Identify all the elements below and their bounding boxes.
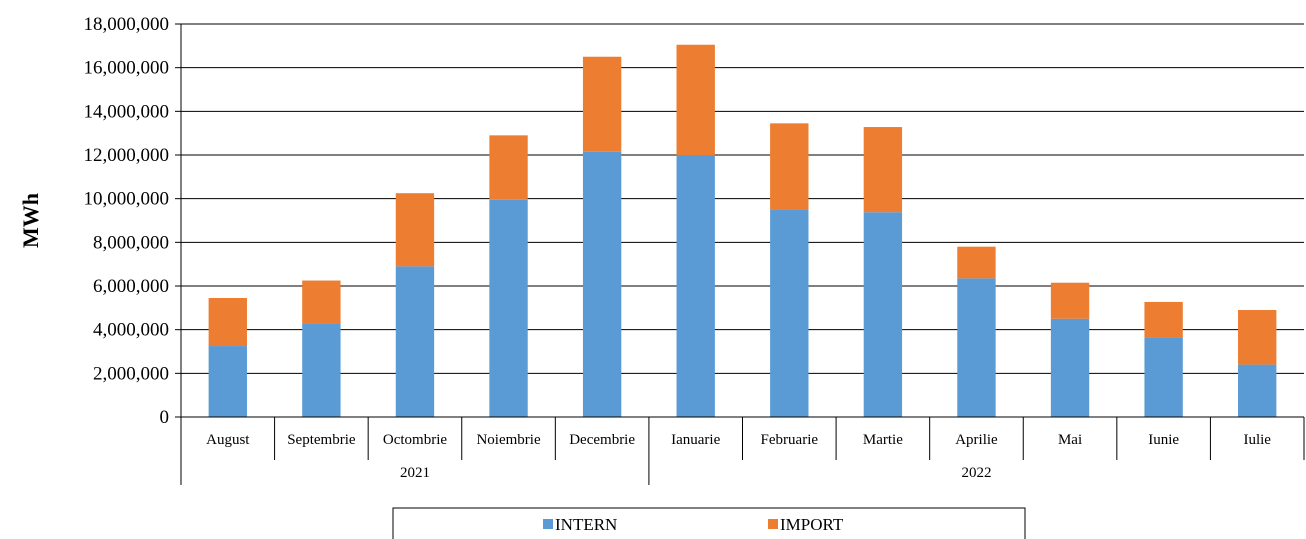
y-tick-label: 6,000,000: [93, 276, 169, 297]
bar-import-august: [208, 298, 247, 347]
x-tick-label: Noiembrie: [476, 432, 540, 448]
bar-intern-decembrie: [582, 151, 622, 417]
legend-swatch-intern: [543, 519, 553, 529]
bar-intern-aprilie: [957, 278, 996, 417]
bar-intern-ianuarie: [676, 155, 715, 417]
bar-intern-martie: [863, 212, 903, 417]
bar-import-iunie: [1144, 301, 1183, 338]
legend-label-intern: INTERN: [555, 515, 617, 534]
bar-intern-februarie: [770, 209, 809, 417]
x-group-label: 2022: [961, 465, 991, 481]
bars: [208, 44, 1277, 417]
x-tick-label: Iunie: [1148, 432, 1179, 448]
legend-swatch-import: [768, 519, 778, 529]
y-tick-label: 14,000,000: [84, 101, 170, 122]
x-tick-label: Octombrie: [383, 432, 447, 448]
x-tick-label: Ianuarie: [671, 432, 720, 448]
y-tick-label: 12,000,000: [84, 145, 170, 166]
x-tick-label: August: [206, 432, 250, 448]
y-tick-label: 2,000,000: [93, 363, 169, 384]
legend: INTERN IMPORT: [392, 507, 1026, 539]
y-tick-label: 4,000,000: [93, 320, 169, 341]
x-tick-label: Decembrie: [569, 432, 635, 448]
bar-import-decembrie: [582, 56, 622, 152]
legend-box: [392, 507, 1026, 539]
bar-import-februarie: [770, 123, 809, 210]
x-tick-label: Aprilie: [955, 432, 998, 448]
x-tick-label: Septembrie: [287, 432, 356, 448]
y-axis-ticks: 0 2,000,000 4,000,000 6,000,000 8,000,000 10,…: [84, 14, 181, 428]
bar-intern-iulie: [1238, 364, 1277, 417]
bar-import-ianuarie: [676, 44, 715, 155]
bar-intern-iunie: [1144, 337, 1183, 417]
x-tick-label: Februarie: [761, 432, 819, 448]
y-axis-label: MWh: [18, 193, 43, 248]
bar-intern-noiembrie: [489, 199, 528, 417]
bar-import-iulie: [1238, 310, 1277, 365]
x-tick-label: Iulie: [1243, 432, 1271, 448]
bar-import-septembrie: [302, 280, 341, 324]
bar-import-mai: [1050, 282, 1090, 319]
legend-label-import: IMPORT: [780, 515, 844, 534]
gridlines: [181, 23, 1304, 418]
y-tick-label: 18,000,000: [84, 14, 170, 35]
y-tick-label: 8,000,000: [93, 232, 169, 253]
x-tick-label: Martie: [863, 432, 903, 448]
axes: [180, 24, 1304, 418]
bar-intern-octombrie: [395, 266, 435, 417]
x-axis-ticks: August Septembrie Octombrie Noiembrie Decemb…: [180, 417, 1305, 485]
bar-import-aprilie: [957, 246, 996, 279]
y-tick-label: 0: [160, 407, 170, 428]
bar-intern-mai: [1050, 318, 1090, 417]
bar-import-octombrie: [395, 193, 435, 267]
x-tick-label: Mai: [1058, 432, 1082, 448]
y-tick-label: 10,000,000: [84, 189, 170, 210]
bar-intern-august: [208, 346, 247, 417]
y-tick-label: 16,000,000: [84, 58, 170, 79]
bar-intern-septembrie: [302, 323, 341, 417]
bar-import-martie: [863, 127, 903, 213]
x-group-label: 2021: [400, 465, 430, 481]
bar-import-noiembrie: [489, 135, 528, 200]
